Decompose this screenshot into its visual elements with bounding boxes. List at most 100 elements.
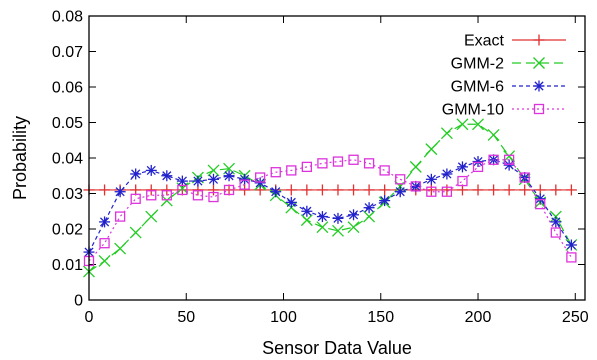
- data-point: [379, 184, 391, 196]
- data-point: [270, 167, 281, 178]
- data-point: [472, 161, 484, 173]
- data-point: [347, 221, 360, 234]
- y-axis-ticks: 0 0.01 0.02 0.03 0.04 0.05 0.06 0.07 0.08: [52, 9, 585, 310]
- data-point: [270, 186, 282, 198]
- data-point: [99, 238, 110, 249]
- data-point: [145, 184, 157, 196]
- data-point: [472, 156, 484, 168]
- data-point: [535, 198, 546, 210]
- x-tick-label: 250: [562, 309, 589, 326]
- data-point: [519, 184, 531, 196]
- series-gmm-2: [83, 118, 578, 278]
- data-point: [316, 184, 328, 196]
- data-point: [301, 205, 313, 217]
- data-point: [192, 190, 204, 201]
- data-point: [565, 239, 577, 251]
- data-point: [533, 34, 545, 46]
- series-layer: [83, 118, 578, 278]
- data-point: [395, 174, 406, 185]
- data-point: [114, 186, 126, 198]
- series-gmm-10: [83, 154, 577, 267]
- x-tick-label: 150: [367, 309, 394, 326]
- legend-item: GMM-2: [451, 56, 566, 73]
- data-point: [487, 128, 500, 141]
- data-point: [440, 127, 453, 140]
- data-point: [425, 173, 437, 185]
- legend-item: Exact: [464, 33, 566, 50]
- data-point: [533, 80, 545, 92]
- data-point: [425, 184, 437, 196]
- x-tick-label: 0: [85, 309, 94, 326]
- data-point: [488, 154, 499, 165]
- legend: Exact GMM-2 GMM-6 GMM-10: [442, 33, 566, 119]
- data-point: [379, 165, 390, 176]
- data-point: [332, 156, 344, 167]
- data-point: [176, 175, 188, 187]
- data-point: [472, 184, 484, 196]
- data-point: [130, 168, 142, 180]
- data-point: [425, 143, 438, 156]
- data-point: [161, 184, 173, 196]
- data-point: [363, 184, 375, 196]
- data-point: [145, 164, 157, 176]
- y-tick-label: 0.02: [52, 222, 83, 239]
- data-point: [566, 252, 577, 263]
- plot-frame: [88, 15, 586, 301]
- data-point: [441, 186, 453, 197]
- data-point: [441, 184, 453, 196]
- data-point: [332, 184, 344, 196]
- series-line: [88, 159, 572, 262]
- y-axis-label: Probability: [10, 116, 30, 200]
- data-point: [145, 210, 158, 223]
- data-point: [456, 184, 468, 196]
- series-line: [88, 123, 572, 273]
- data-point: [192, 175, 204, 187]
- data-point: [426, 186, 437, 197]
- data-point: [534, 193, 546, 205]
- data-point: [223, 184, 235, 196]
- legend-label: Exact: [464, 33, 505, 50]
- data-point: [161, 190, 172, 201]
- data-point: [161, 170, 173, 182]
- y-tick-label: 0.08: [52, 9, 83, 26]
- data-point: [146, 190, 157, 201]
- data-point: [348, 154, 359, 165]
- data-point: [550, 184, 562, 196]
- data-point: [456, 161, 468, 173]
- y-tick-label: 0.06: [52, 80, 83, 97]
- data-point: [533, 103, 545, 115]
- data-point: [503, 184, 515, 196]
- data-point: [503, 159, 515, 171]
- data-point: [114, 211, 126, 222]
- y-tick-label: 0.07: [52, 44, 83, 61]
- data-point: [239, 184, 251, 196]
- data-point: [316, 221, 329, 234]
- data-point: [519, 172, 530, 183]
- data-point: [488, 184, 500, 196]
- data-point: [130, 193, 141, 204]
- data-point: [332, 224, 344, 237]
- data-point: [550, 227, 561, 238]
- y-tick-label: 0.03: [52, 186, 83, 203]
- data-point: [348, 209, 360, 221]
- data-point: [363, 210, 376, 223]
- data-point: [301, 161, 313, 173]
- y-tick-label: 0.01: [52, 257, 83, 274]
- data-point: [129, 226, 142, 239]
- data-point: [177, 184, 188, 196]
- x-tick-label: 200: [465, 309, 492, 326]
- data-point: [207, 164, 220, 177]
- data-point: [207, 173, 219, 185]
- data-point: [208, 191, 219, 203]
- data-point: [379, 195, 391, 207]
- x-axis-ticks: 0 50 100 150 200 250: [85, 16, 589, 326]
- data-point: [223, 170, 235, 182]
- legend-label: GMM-6: [451, 79, 504, 96]
- data-point: [300, 214, 313, 227]
- data-point: [285, 196, 297, 208]
- data-point: [239, 173, 251, 185]
- data-point: [456, 118, 469, 131]
- x-tick-label: 100: [270, 309, 297, 326]
- data-point: [409, 160, 422, 173]
